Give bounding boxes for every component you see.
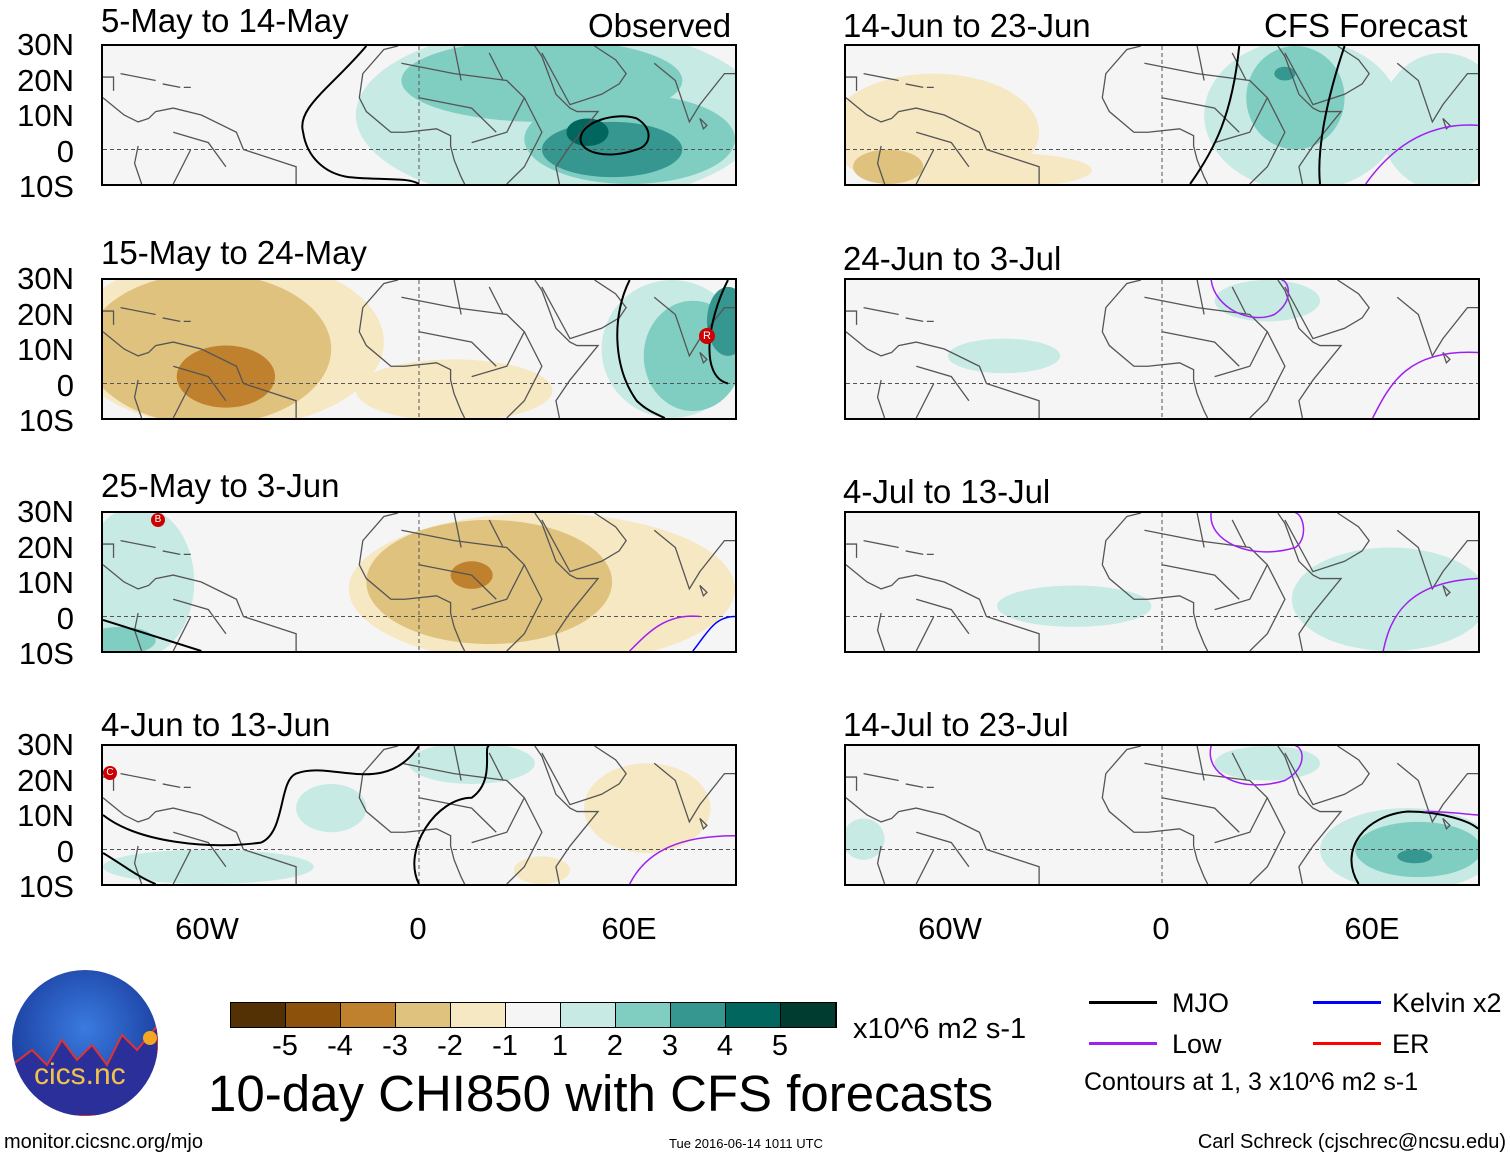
observed-label: Observed [588,7,732,44]
lat-label: 20N [17,296,74,332]
lat-label: 0 [56,833,74,869]
lat-label: 10N [17,98,74,133]
mjo-legend-line [1089,1001,1157,1004]
legend-label: ER [1392,1029,1430,1059]
lat-label: 10N [17,565,74,600]
colorbar-swatch [341,1003,396,1027]
panel-title: 25-May to 3-Jun [101,467,340,504]
colorbar-tick-label: 2 [606,1030,624,1062]
colorbar-tick-label: -4 [327,1030,353,1062]
map-panel-forecast-1 [844,44,1480,186]
er-legend-line [1313,1042,1381,1045]
panel-title: 5-May to 14-May [101,2,349,39]
lat-label: 0 [56,133,74,169]
colorbar-tick-label: 1 [551,1030,569,1062]
legend-label: MJO [1172,988,1229,1018]
map-panel-forecast-4 [844,744,1480,886]
forecast-label: CFS Forecast [1264,7,1468,44]
panel-title: 14-Jun to 23-Jun [843,7,1091,44]
colorbar-swatch [396,1003,451,1027]
map-panel-observed-2: R [101,278,737,420]
colorbar-tick-label: -2 [437,1030,463,1062]
lat-label: 30N [17,727,74,762]
lon-label: 0 [409,911,427,946]
panel-title: 15-May to 24-May [101,234,367,271]
colorbar-tick-label: -5 [272,1030,298,1062]
colorbar-swatch [286,1003,341,1027]
lat-label: 0 [56,600,74,636]
panel-title: 14-Jul to 23-Jul [843,706,1069,743]
lat-label: 10S [18,636,74,671]
logo-text: cics.nc [34,1058,126,1091]
lat-label: 20N [17,762,74,798]
colorbar-tick-label: -1 [492,1030,518,1062]
cics-logo: cics.nc [12,970,158,1116]
map-panel-forecast-2 [844,278,1480,420]
footer-author: Carl Schreck (cjschrec@ncsu.edu) [1197,1131,1506,1153]
lat-label: 0 [56,367,74,403]
colorbar-swatch [561,1003,616,1027]
colorbar-swatch [671,1003,726,1027]
map-panel-observed-1 [101,44,737,186]
colorbar [230,1002,837,1028]
lat-label: 30N [17,261,74,296]
map-panel-observed-3: B [101,511,737,653]
colorbar-units: x10^6 m2 s-1 [853,1013,1027,1045]
lon-label: 60W [175,911,239,946]
lat-label: 10S [18,169,74,204]
low-legend-line [1089,1042,1157,1045]
colorbar-swatch [506,1003,561,1027]
storm-marker: R [699,328,715,344]
contour-note: Contours at 1, 3 x10^6 m2 s-1 [1084,1068,1419,1096]
lat-label: 10N [17,332,74,367]
kelvin-legend-line [1313,1001,1381,1004]
colorbar-swatch [726,1003,781,1027]
colorbar-swatch [451,1003,506,1027]
lat-label: 10N [17,798,74,833]
lat-label: 20N [17,62,74,98]
lon-label: 0 [1152,911,1170,946]
colorbar-swatch [231,1003,286,1027]
figure-title: 10-day CHI850 with CFS forecasts [208,1065,994,1122]
colorbar-tick-label: 3 [661,1030,679,1062]
colorbar-swatch [616,1003,671,1027]
panel-title: 4-Jun to 13-Jun [101,706,331,743]
legend-label: Kelvin x2 [1392,988,1502,1018]
map-panel-observed-4: C [101,744,737,886]
lat-label: 10S [18,869,74,904]
lat-label: 30N [17,27,74,62]
lon-label: 60E [601,911,657,946]
lat-label: 30N [17,494,74,529]
footer-timestamp: Tue 2016-06-14 1011 UTC [669,1136,823,1151]
lon-label: 60E [1344,911,1400,946]
footer-url[interactable]: monitor.cicsnc.org/mjo [4,1131,203,1153]
colorbar-tick-label: 4 [716,1030,734,1062]
colorbar-tick-label: -3 [382,1030,408,1062]
storm-marker: C [103,766,117,780]
legend-label: Low [1172,1029,1222,1059]
lon-label: 60W [918,911,982,946]
storm-marker: B [151,513,165,527]
map-panel-forecast-3 [844,511,1480,653]
panel-title: 24-Jun to 3-Jul [843,240,1062,277]
lat-label: 10S [18,403,74,438]
colorbar-tick-label: 5 [771,1030,789,1062]
colorbar-swatch [781,1003,836,1027]
lat-label: 20N [17,529,74,565]
panel-title: 4-Jul to 13-Jul [843,473,1051,510]
